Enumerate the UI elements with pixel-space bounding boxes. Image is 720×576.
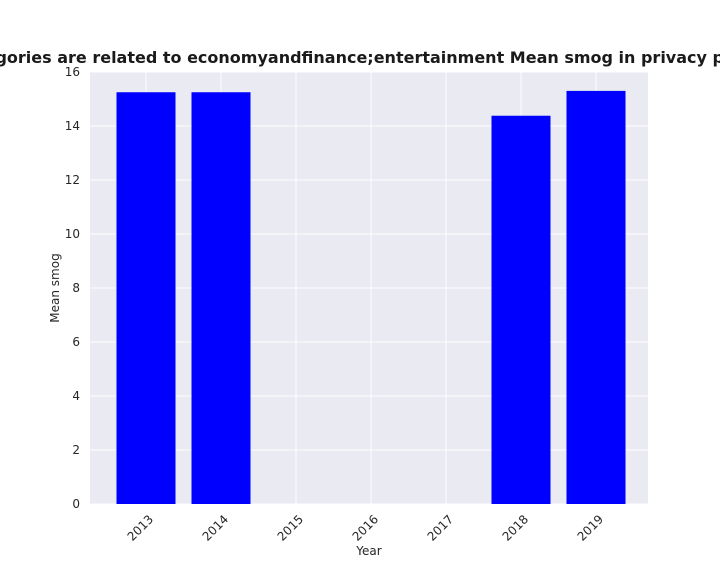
x-axis-ticks: 2013 2014 2015 2016 2017 2018 2019 bbox=[125, 512, 606, 543]
bars bbox=[116, 90, 626, 505]
y-tick-label: 10 bbox=[65, 227, 80, 241]
x-tick-label: 2019 bbox=[575, 512, 606, 543]
chart-title: n categories are related to economyandfi… bbox=[0, 48, 720, 67]
y-tick-label: 16 bbox=[65, 65, 80, 79]
x-axis-label: Year bbox=[355, 544, 381, 558]
bar-2018 bbox=[491, 115, 551, 505]
bar-2019 bbox=[566, 90, 626, 505]
y-tick-label: 6 bbox=[72, 335, 80, 349]
x-tick-label: 2016 bbox=[350, 512, 381, 543]
x-tick-label: 2014 bbox=[200, 512, 231, 543]
x-tick-label: 2018 bbox=[500, 512, 531, 543]
y-tick-label: 14 bbox=[65, 119, 80, 133]
x-tick-label: 2013 bbox=[125, 512, 156, 543]
bar-2013 bbox=[116, 92, 176, 504]
y-tick-label: 0 bbox=[72, 497, 80, 511]
y-tick-label: 8 bbox=[72, 281, 80, 295]
y-axis-label: Mean smog bbox=[48, 253, 62, 322]
y-tick-label: 2 bbox=[72, 443, 80, 457]
y-axis-ticks: 0 2 4 6 8 10 12 14 16 bbox=[65, 65, 80, 511]
y-tick-label: 4 bbox=[72, 389, 80, 403]
x-tick-label: 2017 bbox=[425, 512, 456, 543]
bar-2014 bbox=[191, 92, 251, 504]
x-tick-label: 2015 bbox=[275, 512, 306, 543]
y-tick-label: 12 bbox=[65, 173, 80, 187]
